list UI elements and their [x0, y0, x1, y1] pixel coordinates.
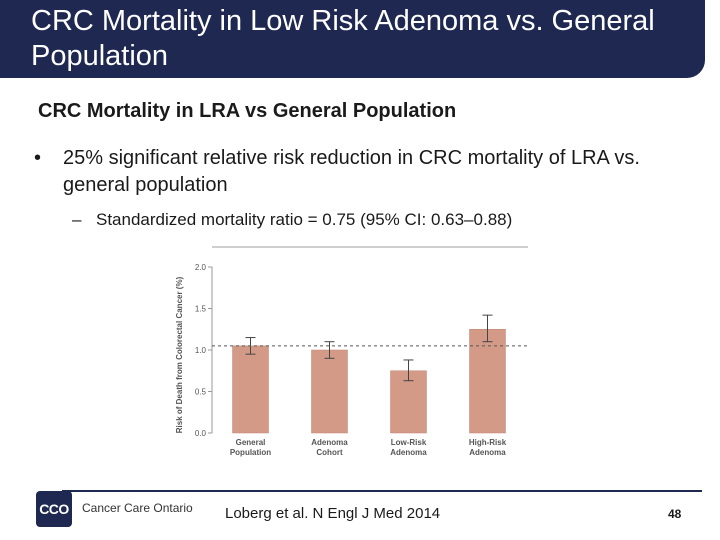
bullet-symbol: •: [34, 147, 42, 169]
x-category-label: General: [236, 438, 266, 447]
x-category-label: Adenoma: [311, 438, 348, 447]
bar: [469, 329, 506, 434]
mortality-bar-chart: 0.0 0.5 1.0 1.5 2.0 Risk of Death from Colore…: [175, 246, 528, 457]
y-axis-label: Risk of Death from Colorectal Cancer (%): [175, 276, 184, 433]
citation: Loberg et al. N Engl J Med 2014: [225, 505, 441, 522]
bar: [390, 370, 427, 434]
y-tick-label: 2.0: [195, 263, 207, 272]
sub-bullet-symbol: –: [72, 210, 82, 229]
footer-divider: [62, 490, 702, 492]
organization-name: Cancer Care Ontario: [82, 501, 193, 515]
y-tick-label: 0.0: [195, 429, 207, 438]
y-tick-label: 1.5: [195, 305, 207, 314]
x-category-label: Cohort: [316, 448, 343, 457]
x-category-label: Low-Risk: [391, 438, 427, 447]
y-tick-label: 1.0: [195, 346, 207, 355]
bullet-text: 25% significant relative risk reduction …: [63, 147, 640, 196]
page-number: 48: [668, 507, 682, 521]
cco-logo: CCO: [36, 491, 72, 527]
bar: [311, 349, 348, 434]
x-category-label: High-Risk: [469, 438, 507, 447]
bar: [232, 345, 269, 434]
title-bar: CRC Mortality in Low Risk Adenoma vs. Ge…: [0, 0, 705, 78]
x-category-label: Adenoma: [390, 448, 427, 457]
y-tick-label: 0.5: [195, 388, 207, 397]
sub-bullet-text: Standardized mortality ratio = 0.75 (95%…: [96, 210, 513, 229]
slide-title: CRC Mortality in Low Risk Adenoma vs. Ge…: [31, 5, 655, 72]
x-category-label: Adenoma: [469, 448, 506, 457]
slide-subtitle: CRC Mortality in LRA vs General Populati…: [38, 100, 457, 122]
x-category-label: Population: [230, 448, 271, 457]
